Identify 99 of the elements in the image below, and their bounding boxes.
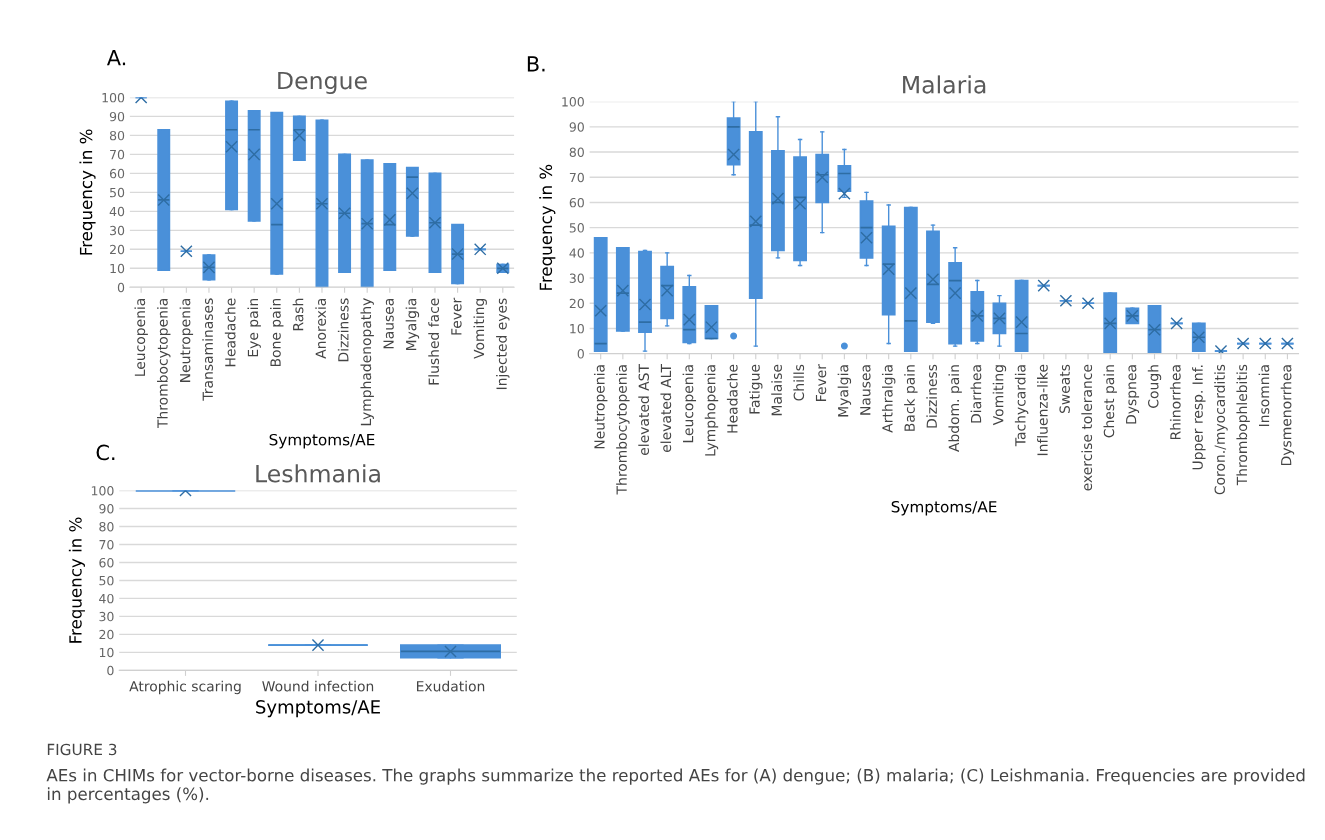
x-tick-label: Sweats: [1059, 364, 1070, 414]
x-tick-label: Anorexia: [315, 298, 326, 359]
x-tick-label: Neutropenia: [593, 365, 608, 449]
x-tick-label: Flushed face: [428, 298, 440, 385]
chart-title: Leshmania: [256, 464, 380, 483]
x-tick-label: Lymphopenia: [704, 365, 719, 456]
y-tick-label: 80: [569, 147, 584, 157]
x-tick-label: Cough: [1147, 365, 1162, 408]
y-axis-title: Frequency in %: [79, 129, 96, 255]
x-tick-label: Dysmenorrhea: [1280, 365, 1295, 466]
y-tick-label: 50: [110, 187, 125, 198]
y-tick-label: 70: [110, 149, 125, 160]
y-tick-label: 70: [569, 172, 584, 183]
y-axis-title: Frequency in %: [539, 164, 556, 290]
x-tick-label: Dizziness: [926, 364, 938, 428]
chart-title: Malaria: [903, 75, 986, 94]
y-tick-label: 70: [99, 539, 114, 550]
x-tick-label: Nausea: [383, 298, 394, 349]
y-tick-label: 30: [99, 611, 114, 622]
x-tick-label: Bone pain: [270, 298, 284, 367]
y-tick-label: 20: [569, 298, 584, 309]
x-axis-title: Symptoms/AE: [256, 700, 380, 718]
x-axis-title: Symptoms/AE: [891, 500, 997, 516]
x-tick-label: Leucopenia: [682, 365, 697, 443]
x-tick-label: Upper resp. Inf.: [1192, 365, 1206, 470]
x-tick-label: Neutropenia: [179, 298, 194, 382]
caption: FIGURE 3: [47, 743, 117, 756]
y-tick-label: 40: [109, 206, 125, 217]
y-axis-title: Frequency in %: [68, 517, 85, 643]
chart-title: Dengue: [278, 71, 367, 95]
y-tick-label: 90: [99, 504, 114, 514]
x-tick-label: Leucopenia: [134, 298, 148, 376]
y-tick-label: 60: [99, 557, 114, 568]
x-tick-label: Atrophic scaring: [129, 680, 241, 695]
x-tick-label: Fatigue: [749, 364, 763, 414]
x-tick-label: Eye pain: [247, 298, 261, 357]
x-tick-label: Headache: [726, 364, 738, 433]
x-tick-label: Dizziness: [337, 298, 349, 362]
y-tick-label: 20: [99, 629, 114, 640]
y-tick-label: 80: [99, 521, 114, 532]
y-tick-label: 90: [109, 111, 125, 122]
x-tick-label: Chills: [793, 364, 805, 401]
x-tick-label: Nausea: [860, 365, 871, 415]
x-tick-label: Chest pain: [1103, 365, 1117, 438]
x-tick-label: elevated AST: [638, 364, 650, 455]
x-tick-label: Arthralgia: [881, 365, 896, 433]
x-tick-label: Myalgia: [837, 365, 852, 417]
x-tick-label: Wound infection: [262, 680, 374, 692]
x-tick-label: Headache: [224, 298, 236, 367]
x-tick-label: Thrombocytopenia: [157, 298, 171, 429]
x-tick-label: Insomnia: [1258, 365, 1270, 427]
x-tick-label: Fever: [815, 364, 827, 401]
x-tick-label: Diarrhea: [970, 365, 982, 423]
text: AEs in CHIMs for vector-borne diseases. The graphs summarize the reported AEs for (A) dengue; (B) malaria; (C) Leishmania. Frequencies are provided in percentages (%).: [46, 768, 1305, 804]
x-tick-label: Malaise: [771, 364, 782, 416]
x-tick-label: Lymphadenopathy: [360, 298, 374, 426]
x-tick-label: Dyspnea: [1126, 365, 1140, 424]
x-tick-label: Abdom. pain: [948, 365, 962, 452]
y-tick-label: 80: [109, 130, 125, 141]
x-tick-label: elevated ALT: [660, 364, 672, 453]
y-tick-label: 10: [99, 647, 114, 658]
y-tick-label: 60: [569, 197, 584, 208]
y-tick-label: 20: [110, 244, 125, 255]
y-tick-label: 90: [569, 122, 584, 132]
y-tick-label: 0: [107, 665, 114, 676]
y-tick-label: 10: [570, 323, 584, 334]
x-tick-label: Vomiting: [992, 365, 1007, 426]
x-tick-label: Rash: [292, 298, 304, 331]
y-tick-label: 0: [117, 282, 125, 293]
y-tick-label: 50: [99, 575, 114, 586]
y-tick-label: 100: [102, 92, 125, 103]
y-tick-label: 40: [99, 593, 114, 604]
text: C.: [96, 444, 115, 461]
y-tick-label: 0: [577, 349, 584, 359]
x-tick-label: Back pain: [904, 365, 918, 431]
y-tick-label: 60: [109, 168, 125, 179]
text: A.: [106, 49, 126, 66]
x-tick-label: Rhinorrhea: [1169, 365, 1181, 440]
x-tick-label: Thrombocytopenia: [616, 365, 630, 495]
x-tick-label: exercise tolerance: [1081, 364, 1093, 491]
x-tick-label: Exudation: [417, 680, 485, 692]
x-tick-label: Thrombophlebitis: [1236, 364, 1250, 486]
x-tick-label: Myalgia: [405, 298, 420, 351]
y-tick-label: 30: [110, 225, 125, 236]
y-tick-label: 100: [562, 97, 584, 107]
x-tick-label: Vomiting: [473, 298, 487, 359]
text: B.: [527, 56, 545, 72]
x-tick-label: Tachycardia: [1014, 365, 1029, 447]
x-tick-label: Fever: [451, 297, 462, 335]
x-tick-label: Coron./myocarditis: [1214, 364, 1228, 495]
y-tick-label: 10: [110, 263, 125, 274]
x-axis-title: Symptoms/AE: [269, 433, 375, 449]
y-tick-label: 30: [569, 273, 584, 283]
y-tick-label: 100: [91, 486, 114, 496]
x-tick-label: Injected eyes: [496, 298, 510, 390]
x-tick-label: Transaminases: [202, 298, 213, 401]
y-tick-label: 40: [569, 248, 584, 258]
y-tick-label: 50: [569, 223, 584, 233]
x-tick-label: Influenza-like: [1037, 364, 1048, 456]
